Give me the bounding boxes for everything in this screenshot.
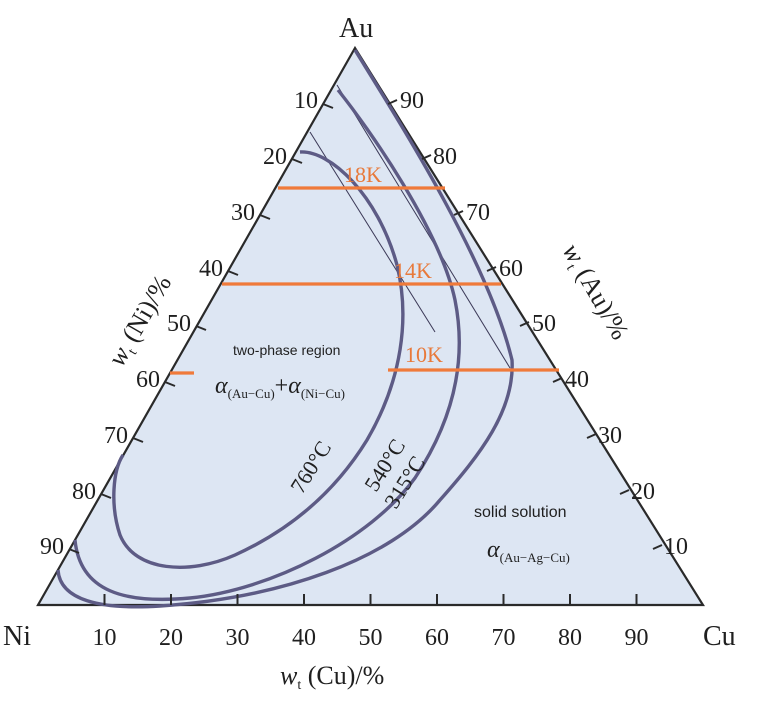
ni-tick-label: 40 [199,256,223,282]
au-axis-title: wt (Au)/% [554,239,635,347]
ni-tick-label: 20 [263,144,287,170]
au-tick-label: 40 [565,367,589,393]
au-tick-label: 20 [631,479,655,505]
vertex-label-ni: Ni [3,621,31,652]
cu-tick-label: 90 [625,625,649,651]
vertex-label-cu: Cu [703,621,736,652]
isotherm-315-curve [56,49,514,609]
ni-tick-label: 50 [167,311,191,337]
ni-tick-label: 60 [136,367,160,393]
isotherm-540-curve [73,88,461,602]
reference-line-outer [336,84,511,369]
au-tick-marks [387,99,663,550]
vertex-label-au: Au [339,13,373,44]
au-tick-label: 70 [466,200,490,226]
cu-tick-marks [103,594,638,605]
ni-tick-label: 10 [294,88,318,114]
cu-tick-label: 60 [425,625,449,651]
karat-label-10k: 10K [405,342,443,367]
ni-tick-label: 90 [40,534,64,560]
reference-line-inner [309,131,436,333]
solid-solution-formula: α(Au−Ag−Cu) [487,537,570,565]
cu-tick-label: 80 [558,625,582,651]
cu-tick-label: 20 [159,625,183,651]
cu-axis-title: wt (Cu)/% [280,661,384,693]
cu-tick-label: 50 [359,625,383,651]
two-phase-region-label: two-phase region [233,342,340,358]
au-tick-label: 80 [433,144,457,170]
two-phase-formula: α(Au−Cu)+α(Ni−Cu) [215,373,345,401]
au-tick-label: 30 [598,423,622,449]
cu-tick-label: 70 [492,625,516,651]
ni-tick-label: 70 [104,423,128,449]
au-tick-label: 60 [499,256,523,282]
karat-label-18k: 18K [344,162,382,187]
ni-tick-label: 30 [231,200,255,226]
ni-tick-marks [68,103,334,554]
au-tick-label: 10 [664,534,688,560]
solid-solution-region-label: solid solution [474,504,567,521]
au-tick-label: 50 [532,311,556,337]
ni-tick-label: 80 [72,479,96,505]
cu-tick-label: 40 [292,625,316,651]
karat-label-14k: 14K [394,258,432,283]
cu-tick-label: 10 [93,625,117,651]
isotherm-760-curve [112,150,405,569]
cu-tick-label: 30 [226,625,250,651]
au-tick-label: 90 [400,88,424,114]
